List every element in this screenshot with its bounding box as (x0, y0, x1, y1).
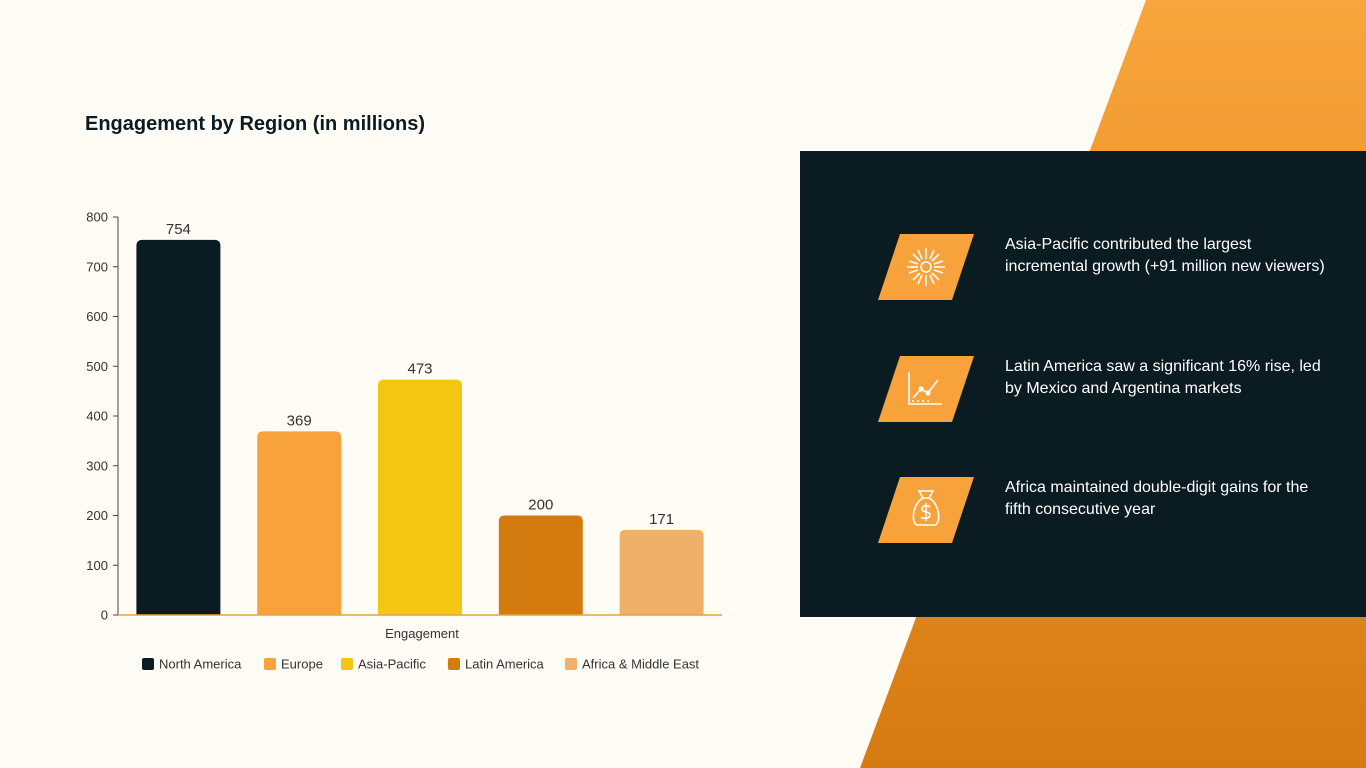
bar (136, 239, 221, 615)
y-tick-label: 400 (86, 409, 108, 424)
insight-panel: Asia-Pacific contributed the largest inc… (800, 151, 1366, 617)
chart-title: Engagement by Region (in millions) (85, 113, 426, 135)
y-tick-label: 800 (86, 210, 108, 225)
bar-value-label: 171 (649, 511, 674, 528)
bar-value-label: 369 (287, 412, 312, 429)
bar (378, 379, 462, 615)
legend-label: Latin America (465, 657, 545, 672)
legend-swatch (341, 658, 353, 670)
bars: 754 369 473 200 171 (136, 221, 704, 615)
bar-value-label: 754 (166, 221, 191, 238)
line-chart-icon (878, 356, 974, 422)
legend-swatch (448, 658, 460, 670)
x-axis-title: Engagement (385, 626, 459, 641)
insight-text: Africa maintained double-digit gains for… (1005, 479, 1309, 518)
bar (257, 431, 342, 615)
legend-swatch (565, 658, 577, 670)
sunburst-icon (878, 234, 974, 300)
legend-label: North America (159, 657, 242, 672)
y-tick-label: 600 (86, 309, 108, 324)
insight-text: Latin America saw a significant 16% rise… (1005, 358, 1321, 397)
legend-label: Africa & Middle East (582, 657, 699, 672)
y-tick-label: 700 (86, 259, 108, 274)
bar-value-label: 200 (528, 497, 553, 514)
y-tick-label: 500 (86, 359, 108, 374)
y-tick-label: 200 (86, 508, 108, 523)
x-axis: Engagement (118, 614, 722, 641)
y-axis: 0 100 200 300 400 500 600 700 800 (86, 210, 119, 623)
bar (498, 515, 583, 615)
legend-swatch (264, 658, 276, 670)
y-tick-label: 100 (86, 558, 108, 573)
y-tick-label: 0 (101, 608, 108, 623)
insight-item: Latin America saw a significant 16% rise… (800, 356, 1366, 422)
bar-value-label: 473 (407, 361, 432, 378)
legend-swatch (142, 658, 154, 670)
money-bag-icon (878, 477, 974, 543)
legend-label: Europe (281, 657, 323, 672)
legend-label: Asia-Pacific (358, 657, 426, 672)
insight-item: Africa maintained double-digit gains for… (800, 477, 1366, 543)
insight-item: Asia-Pacific contributed the largest inc… (800, 234, 1366, 300)
legend: North America Europe Asia-Pacific Latin Ame… (142, 657, 699, 672)
insight-text: Asia-Pacific contributed the largest inc… (1005, 236, 1325, 275)
y-tick-label: 300 (86, 458, 108, 473)
bar (619, 529, 704, 615)
